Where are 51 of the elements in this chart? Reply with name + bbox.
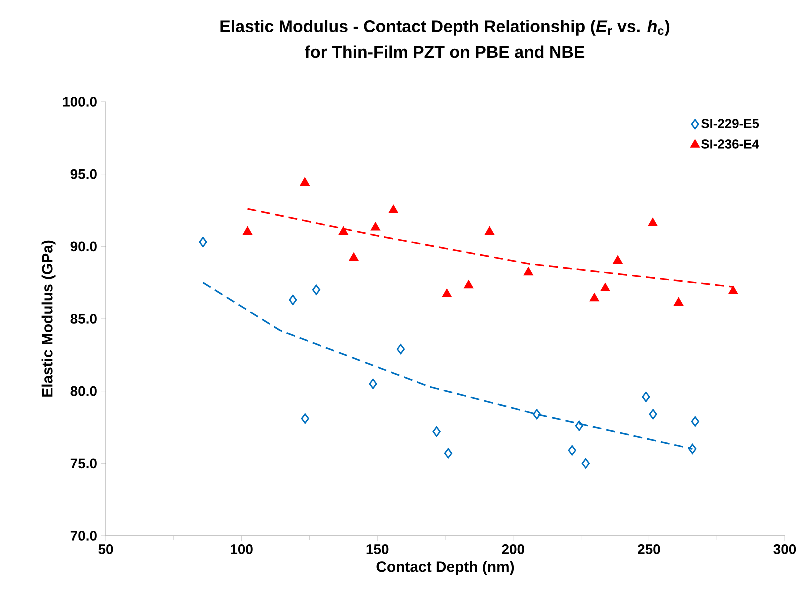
x-tick-label: 50 <box>98 544 114 554</box>
y-tick-label: 90.0 <box>70 242 97 252</box>
point <box>289 294 298 306</box>
x-tick-label: 200 <box>502 544 524 554</box>
legend-label: SI-229-E5 <box>702 119 760 128</box>
chart-subtitle: for Thin-Film PZT on PBE and NBE <box>305 46 585 58</box>
point <box>648 218 658 226</box>
x-tick-label: 250 <box>638 544 660 554</box>
point <box>396 344 406 355</box>
point <box>524 268 534 276</box>
point <box>613 256 623 264</box>
point <box>532 409 542 420</box>
point <box>464 280 474 289</box>
y-tick-label: 75.0 <box>70 458 97 469</box>
y-axis-title: Elastic Modulus (GPa) <box>42 240 56 397</box>
point <box>349 253 359 262</box>
point <box>642 392 650 402</box>
y-tick-label: 100.0 <box>63 97 97 107</box>
point <box>369 378 378 390</box>
point <box>575 420 584 432</box>
point <box>199 237 208 248</box>
point <box>371 222 380 231</box>
point <box>582 458 590 469</box>
y-tick-label: 85.0 <box>70 314 97 324</box>
y-tick-label: 70.0 <box>70 531 97 541</box>
y-tick-label: 80.0 <box>70 386 97 396</box>
point <box>691 416 700 427</box>
point <box>389 205 398 214</box>
point <box>590 294 600 302</box>
point <box>649 409 658 420</box>
point <box>688 444 697 454</box>
point <box>485 227 494 236</box>
point <box>728 286 738 294</box>
legend-label: SI-236-E4 <box>702 140 760 149</box>
point <box>432 426 441 438</box>
x-tick-label: 150 <box>366 544 389 554</box>
point <box>339 227 348 236</box>
x-axis-title: Contact Depth (nm) <box>376 561 514 576</box>
x-tick-label: 300 <box>774 544 796 554</box>
point <box>243 227 252 236</box>
point <box>300 178 310 186</box>
point <box>312 284 321 296</box>
point <box>301 414 310 424</box>
point <box>674 298 684 306</box>
point <box>600 283 610 292</box>
point <box>568 445 576 456</box>
x-tick-label: 100 <box>231 544 253 554</box>
point <box>444 448 453 459</box>
point <box>442 289 452 298</box>
y-tick-label: 95.0 <box>70 169 97 180</box>
chart-title: Elastic Modulus - Contact Depth Relationship (E$_{r}$ vs. h$_{c}$) <box>220 20 670 36</box>
